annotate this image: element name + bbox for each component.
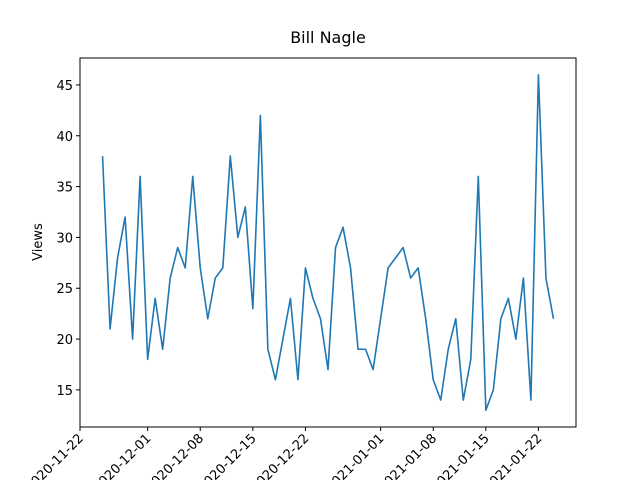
y-tick-label: 30 <box>56 231 73 246</box>
x-tick-label: 2020-12-15 <box>196 431 260 480</box>
y-tick-label: 25 <box>56 282 73 297</box>
plot-frame <box>79 57 577 428</box>
x-tick-label: 2020-12-08 <box>143 431 207 480</box>
y-tick-label: 20 <box>56 333 73 348</box>
x-tick-label: 2021-01-15 <box>429 431 493 480</box>
line-series <box>101 73 555 412</box>
y-tick-label: 15 <box>56 384 73 399</box>
y-tick-label: 45 <box>56 79 73 94</box>
x-tick-label: 2020-12-01 <box>90 431 154 480</box>
x-tick-label: 2021-01-22 <box>481 431 545 480</box>
x-tick-label: 2021-01-01 <box>323 431 387 480</box>
x-tick-label: 2021-01-08 <box>376 431 440 480</box>
x-tick-label: 2020-12-22 <box>248 431 312 480</box>
x-tick-label: 2020-11-22 <box>23 431 87 480</box>
y-axis-label: Views <box>31 223 46 261</box>
y-tick-label: 40 <box>56 130 73 145</box>
y-tick-label: 35 <box>56 181 73 196</box>
chart-title: Bill Nagle <box>290 28 366 47</box>
